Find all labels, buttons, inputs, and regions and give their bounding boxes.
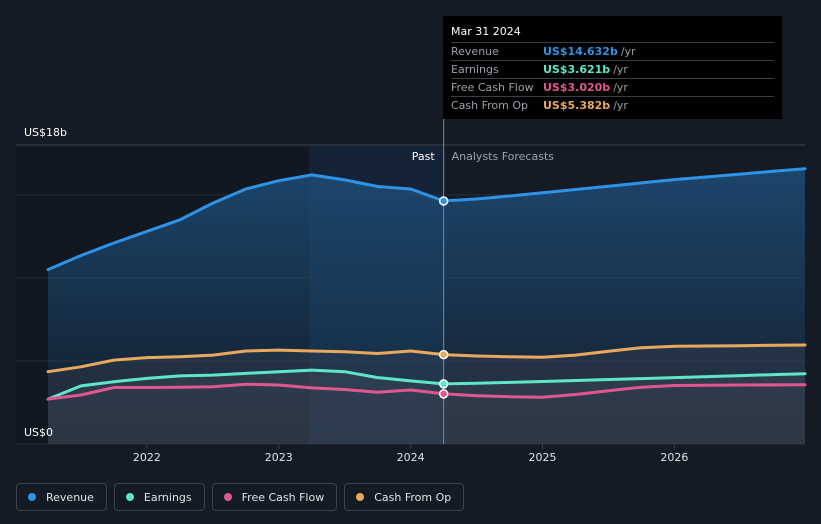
legend-item-revenue[interactable]: Revenue (16, 483, 107, 511)
series-lines (46, 167, 807, 401)
x-tick-label: 2026 (660, 451, 688, 464)
tooltip-unit: /yr (613, 99, 628, 112)
legend-item-earnings[interactable]: Earnings (113, 483, 205, 511)
x-tick-label: 2022 (133, 451, 161, 464)
tooltip-unit: /yr (620, 45, 636, 58)
tooltip-label: Earnings (451, 63, 499, 76)
series-line-free-cash-flow (46, 382, 807, 401)
tooltip-row-earnings: Earnings US$3.621b /yr (451, 61, 774, 79)
tooltip-label: Revenue (451, 45, 499, 58)
legend-item-free-cash-flow[interactable]: Free Cash Flow (211, 483, 338, 511)
series-line-earnings (46, 368, 807, 401)
legend-item-cash-from-op[interactable]: Cash From Op (344, 483, 465, 511)
tooltip-row-cash-from-op: Cash From Op US$5.382b /yr (451, 97, 774, 114)
tooltip-unit: /yr (613, 81, 628, 94)
x-tick-label: 2025 (529, 451, 557, 464)
revenue-dot-icon (28, 493, 36, 501)
tooltip: Mar 31 2024 Revenue US$14.632b /yr Earni… (443, 16, 782, 119)
tooltip-label: Free Cash Flow (451, 81, 534, 94)
tooltip-row-free-cash-flow: Free Cash Flow US$3.020b /yr (451, 79, 774, 97)
legend-label: Cash From Op (374, 490, 452, 504)
tooltip-label: Cash From Op (451, 99, 529, 112)
legend-label: Earnings (143, 490, 192, 504)
free-cash-flow-dot-icon (223, 493, 232, 501)
cash-from-op-dot-icon (356, 493, 365, 501)
marker-revenue (438, 196, 449, 206)
y-axis-top-label: US$18b (24, 126, 67, 139)
legend: Revenue Earnings Free Cash Flow Cash Fro… (16, 483, 471, 511)
y-axis-bottom-label: US$0 (24, 426, 53, 439)
x-tick-label: 2024 (397, 451, 425, 464)
series-area-cash-from-op (48, 345, 805, 444)
series-line-revenue (46, 167, 807, 272)
past-label: Past (412, 150, 436, 163)
legend-label: Free Cash Flow (241, 490, 325, 504)
marker-cash-from-op (438, 349, 449, 360)
tooltip-row-revenue: Revenue US$14.632b /yr (451, 43, 774, 61)
tooltip-date: Mar 31 2024 (451, 24, 774, 43)
legend-label: Revenue (46, 490, 94, 504)
x-axis-ticks: 2022 2023 2024 2025 2026 (133, 444, 688, 464)
x-tick-label: 2023 (265, 451, 293, 464)
marker-free-cash-flow (438, 389, 449, 399)
tooltip-value: US$5.382b (543, 99, 611, 112)
tooltip-value: US$3.020b (543, 81, 611, 94)
tooltip-value: US$14.632b (543, 45, 618, 58)
forecast-label: Analysts Forecasts (452, 150, 555, 163)
tooltip-unit: /yr (613, 63, 628, 76)
tooltip-value: US$3.621b (543, 63, 611, 76)
earnings-dot-icon (125, 493, 134, 501)
cutoff-markers (438, 196, 449, 399)
marker-earnings (438, 379, 449, 389)
series-line-cash-from-op (46, 343, 807, 374)
